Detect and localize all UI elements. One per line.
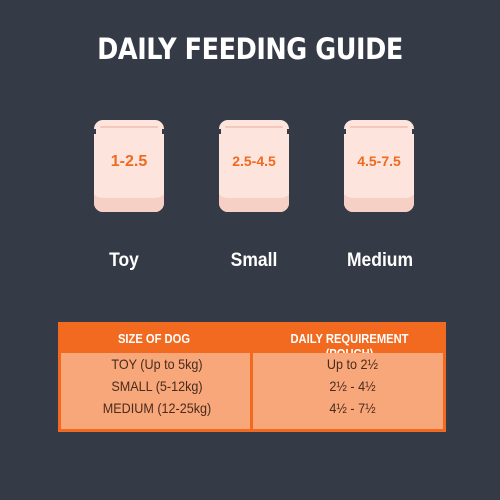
pouch-notch xyxy=(287,129,290,134)
pouch-notch xyxy=(93,129,96,134)
column-divider xyxy=(250,322,253,432)
size-label-small: Small xyxy=(230,250,278,271)
table-cell-requirement: Up to 2½ xyxy=(326,356,379,372)
pouch-amount: 4.5-7.5 xyxy=(357,153,401,169)
table-cell-requirement: 4½ - 7½ xyxy=(329,400,376,416)
pouch-notch xyxy=(412,129,415,134)
pouch-notch xyxy=(343,129,346,134)
table-cell-size: MEDIUM (12-25kg) xyxy=(102,400,212,416)
pouch-amount: 1-2.5 xyxy=(110,153,148,170)
table-cell-size: SMALL (5-12kg) xyxy=(111,378,203,394)
pouch-amount: 2.5-4.5 xyxy=(232,153,276,169)
pouch-icon-small: 2.5-4.5 xyxy=(218,120,290,212)
pouch-seal xyxy=(350,126,408,128)
pouch-icon-medium: 4.5-7.5 xyxy=(343,120,415,212)
feeding-table: SIZE OF DOG DAILY REQUIREMENT (POUCH) TO… xyxy=(58,322,446,432)
pouch-notch xyxy=(218,129,221,134)
table-cell-size: TOY (Up to 5kg) xyxy=(111,356,203,372)
header-size-of-dog: SIZE OF DOG xyxy=(117,331,191,346)
size-label-toy: Toy xyxy=(109,250,139,271)
table-cell-requirement: 2½ - 4½ xyxy=(329,378,376,394)
pouch-seal xyxy=(225,126,283,128)
pouch-icon-toy: 1-2.5 xyxy=(93,120,165,212)
pouch-seal xyxy=(100,126,158,128)
pouch-notch xyxy=(162,129,165,134)
page-title: DAILY FEEDING GUIDE xyxy=(97,32,403,66)
size-label-medium: Medium xyxy=(346,250,414,271)
